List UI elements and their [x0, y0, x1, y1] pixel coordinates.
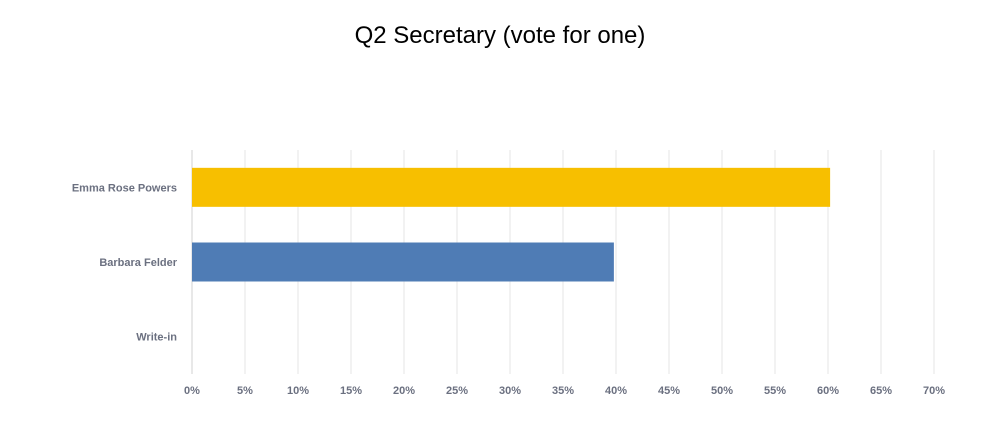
bar — [192, 167, 831, 207]
x-tick-label: 30% — [499, 385, 521, 397]
category-label: Emma Rose Powers — [72, 182, 177, 194]
x-tick-label: 10% — [287, 385, 309, 397]
x-tick-label: 15% — [340, 385, 362, 397]
bars — [192, 167, 831, 282]
chart-title: Q2 Secretary (vote for one) — [354, 22, 646, 49]
x-tick-label: 60% — [817, 385, 839, 397]
x-tick-label: 20% — [393, 385, 415, 397]
x-tick-label: 35% — [552, 385, 574, 397]
x-tick-label: 55% — [764, 385, 786, 397]
x-tick-label: 5% — [237, 385, 253, 397]
x-tick-label: 0% — [184, 385, 200, 397]
x-tick-label: 25% — [446, 385, 468, 397]
category-labels: Emma Rose Powers Barbara Felder Write-in — [72, 182, 178, 343]
x-tick-label: 65% — [870, 385, 892, 397]
x-tick-label: 70% — [923, 385, 945, 397]
bar — [192, 242, 614, 282]
category-label: Write-in — [136, 332, 177, 344]
x-tick-label: 45% — [658, 385, 680, 397]
x-tick-label: 40% — [605, 385, 627, 397]
x-tick-label: 50% — [711, 385, 733, 397]
category-label: Barbara Felder — [99, 257, 177, 269]
x-axis-ticks: 0% 5% 10% 15% 20% 25% 30% 35% 40% 45% 50% 55% 60% 65%… — [184, 385, 945, 397]
